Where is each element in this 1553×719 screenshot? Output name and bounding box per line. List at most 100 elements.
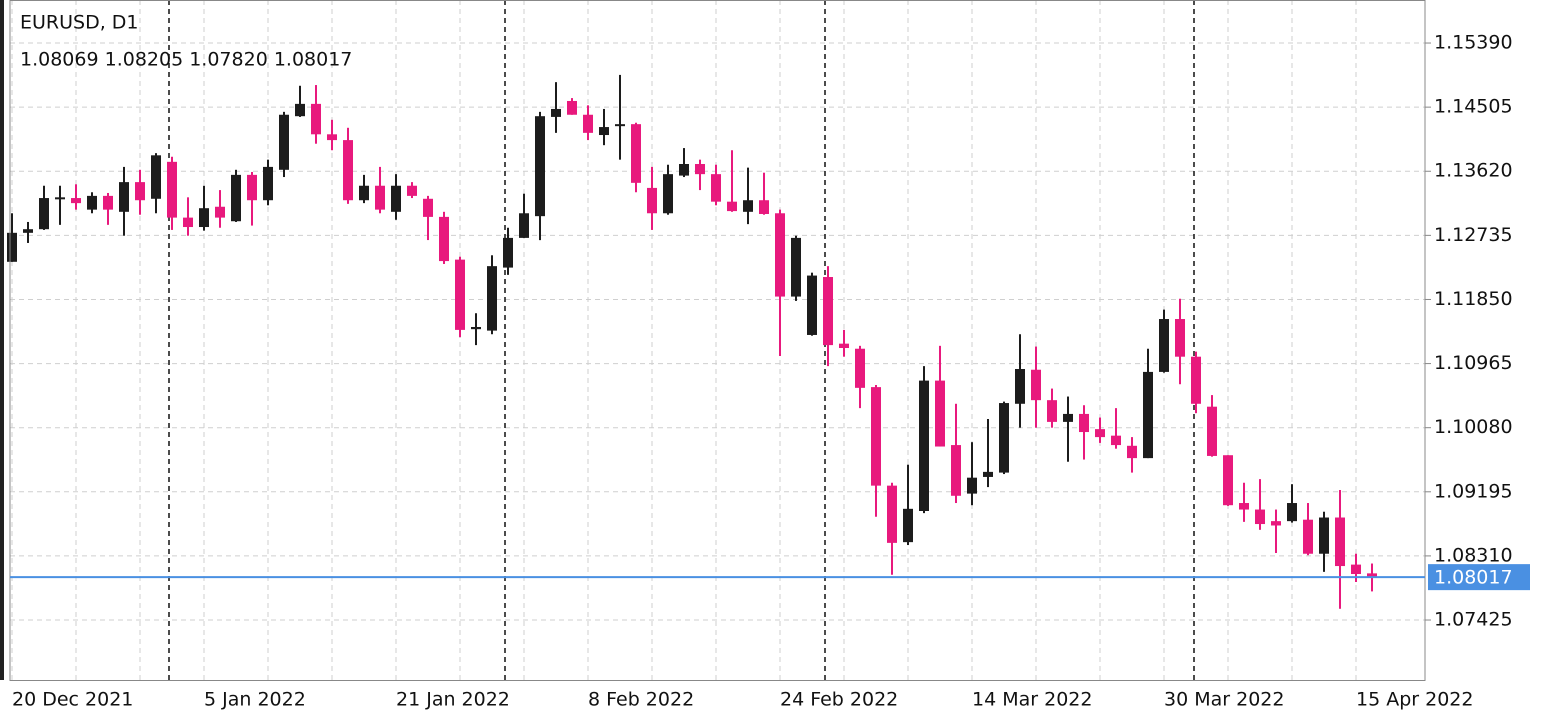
candle-body [23,229,33,233]
candle-body [199,208,209,228]
x-tick-label: 24 Feb 2022 [780,689,898,711]
candle-body [215,206,225,218]
candle-body [39,198,49,230]
candle-body [247,174,257,201]
candle-body [1335,517,1345,567]
candle-body [903,508,913,543]
candle-body [423,198,433,217]
candle-body [327,134,337,141]
candle-body [71,198,81,204]
candle-body [295,103,305,117]
candle-body [1127,445,1137,459]
y-tick-label: 1.12735 [1434,224,1513,246]
grid-layer [10,0,1425,680]
candle-body [167,161,177,218]
candle-body [1207,406,1217,456]
candle-body [711,174,721,202]
y-tick-label: 1.14505 [1434,96,1513,118]
candle-body [1111,435,1121,446]
candle-body [951,445,961,496]
y-tick-label: 1.15390 [1434,32,1513,54]
candle-body [647,187,657,214]
candle-body [119,182,129,212]
candle-body [1159,319,1169,372]
candle-body [263,166,273,201]
candle-body [439,216,449,262]
candle-body [759,200,769,214]
candle-body [1191,356,1201,404]
candle-body [855,348,865,388]
candle-body [519,213,529,238]
y-tick-label: 1.10965 [1434,352,1513,374]
candle-body [743,200,753,212]
x-tick-label: 8 Feb 2022 [588,689,694,711]
x-tick-label: 20 Dec 2021 [12,689,133,711]
current-price-label: 1.08017 [1434,567,1513,589]
candle-body [695,164,705,175]
y-tick-label: 1.08310 [1434,544,1513,566]
left-edge [0,0,4,680]
candle-body [983,471,993,477]
candle-body [1031,369,1041,401]
candle-body [871,387,881,486]
candle-body [631,124,641,183]
candle-body [935,380,945,447]
candle-body [311,103,321,135]
candle-body [503,237,513,268]
candle-body [87,195,97,210]
y-tick-label: 1.09195 [1434,480,1513,502]
plot-frame [9,0,1426,681]
candle-body [1095,429,1105,438]
candle-body [583,114,593,133]
candle-body [1239,503,1249,510]
candle-body [823,277,833,346]
candle-body [727,201,737,212]
candle-body [1255,509,1265,525]
candle-body [407,185,417,196]
candle-body [567,100,577,115]
candle-body [919,380,929,511]
candle-body [1351,564,1361,575]
candle-body [1047,400,1057,422]
candle-body [391,185,401,212]
x-tick-label: 14 Mar 2022 [972,689,1092,711]
candle-body [1015,369,1025,404]
candle-body [7,232,17,262]
candle-body [967,477,977,494]
candle-body [791,237,801,297]
y-tick-label: 1.10080 [1434,416,1513,438]
x-tick-label: 5 Jan 2022 [204,689,306,711]
candle-body [1367,573,1377,578]
candle-body [551,108,561,117]
y-tick-label: 1.07425 [1434,609,1513,631]
candle-body [663,174,673,214]
candle-body [615,124,625,127]
symbol-title: EURUSD, D1 [20,12,139,34]
candle-body [1143,371,1153,459]
candle-body [455,259,465,330]
x-tick-label: 21 Jan 2022 [396,689,510,711]
candles [7,74,1377,609]
candle-body [487,266,497,331]
candle-body [599,127,609,136]
candle-body [359,185,369,201]
x-tick-label: 15 Apr 2022 [1356,689,1473,711]
candle-body [151,155,161,199]
candle-body [1063,413,1073,422]
candle-body [343,140,353,201]
candle-body [135,182,145,201]
candle-body [55,197,65,200]
ohlc-info: 1.08069 1.08205 1.07820 1.08017 [20,49,352,71]
candle-body [231,174,241,222]
candle-body [535,116,545,217]
candle-body [183,217,193,228]
candle-body [1175,319,1185,357]
candle-body [103,195,113,210]
candle-body [775,213,785,297]
candle-body [375,185,385,210]
candle-body [279,114,289,170]
candle-body [471,326,481,330]
current-price-box [1428,564,1530,591]
overlay: 1.15390 1.14505 1.13620 1.12735 1.11850 1.109… [10,32,1530,711]
